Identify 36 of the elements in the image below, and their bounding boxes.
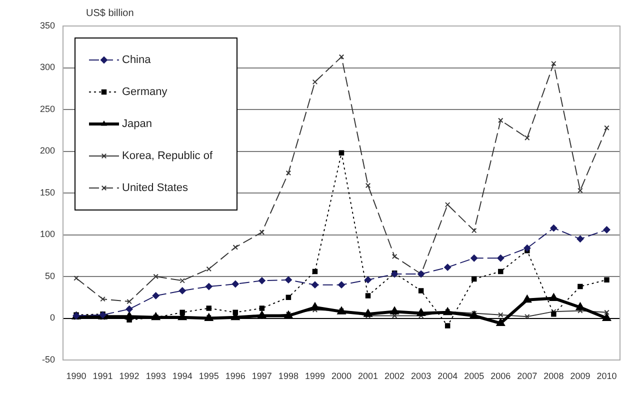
x-tick-label: 1993 [146,370,166,381]
y-tick-label: -50 [42,354,55,364]
x-tick-label: 1992 [119,370,140,381]
y-tick-label: 200 [40,146,55,156]
x-tick-label: 2001 [358,370,378,381]
x-tick-label: 1997 [252,370,272,381]
x-tick-label: 2004 [438,370,458,381]
x-tick-label: 2002 [384,370,405,381]
legend-label: Japan [122,118,152,130]
y-tick-label: 300 [40,62,55,72]
y-tick-label: 250 [40,104,55,114]
x-tick-label: 2005 [464,370,484,381]
x-tick-label: 2006 [490,370,511,381]
x-tick-label: 2009 [570,370,590,381]
x-tick-label: 2000 [331,370,352,381]
x-tick-label: 2008 [544,370,564,381]
x-tick-label: 1995 [198,370,219,381]
y-axis-title: US$ billion [86,8,134,19]
x-tick-label: 1996 [225,370,246,381]
x-tick-label: 1991 [92,370,113,381]
legend-label: Germany [122,86,168,98]
y-tick-label: 100 [40,229,55,240]
legend-label: United States [122,182,189,194]
x-tick-label: 1994 [172,370,192,381]
legend-label: China [122,54,152,66]
x-tick-label: 2003 [411,370,432,381]
x-tick-label: 2007 [517,370,538,381]
y-tick-label: 350 [40,20,55,30]
y-tick-label: 0 [50,312,55,323]
y-tick-label: 50 [44,270,55,281]
x-tick-label: 1990 [66,370,86,381]
y-tick-label: 150 [40,187,55,198]
x-tick-label: 1999 [304,370,325,381]
legend-label: Korea, Republic of [122,150,214,162]
x-tick-label: 2010 [596,370,617,381]
x-tick-label: 1998 [278,370,298,381]
